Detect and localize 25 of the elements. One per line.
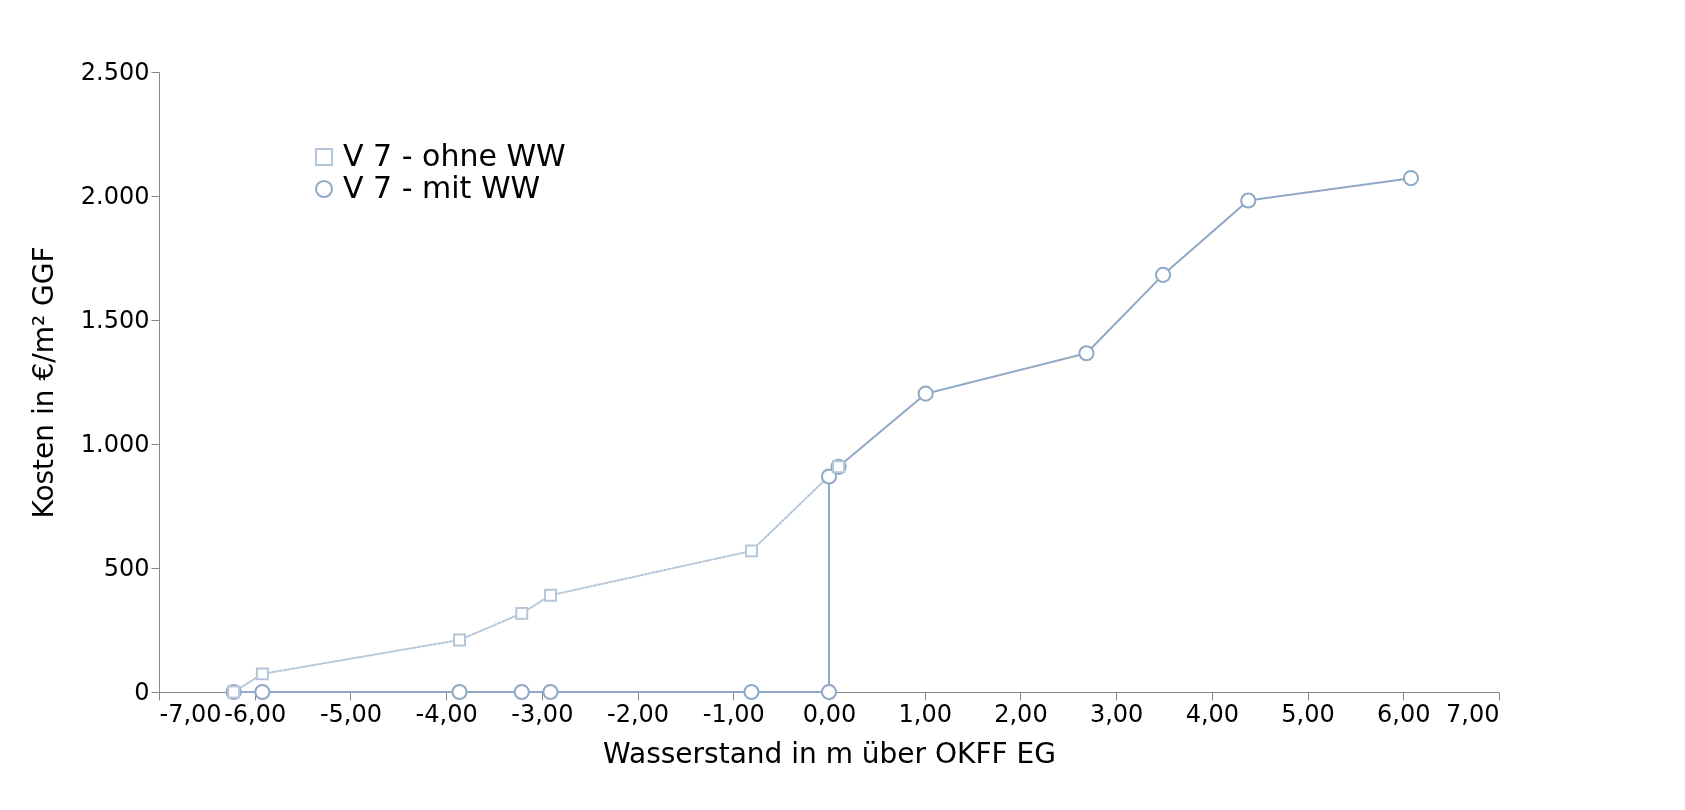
x-tick-label: -1,00 [702,699,765,728]
x-tick-label: -7,00 [159,699,222,728]
y-tick-label: 0 [134,677,150,706]
x-tick-label: -3,00 [511,699,574,728]
y-tick-label: 2.000 [80,181,150,210]
x-tick-label: 7,00 [1446,699,1500,728]
x-tick-label: -4,00 [415,699,478,728]
y-tick-label: 1.500 [80,305,150,334]
y-axis-title: Kosten in €/m² GGF [26,246,60,519]
x-tick-label: 4,00 [1185,699,1240,728]
legend-label: V 7 - ohne WW [343,138,566,173]
y-tick-label: 2.500 [80,57,150,86]
x-tick-label: -6,00 [224,699,287,728]
x-axis-title: Wasserstand in m über OKFF EG [603,736,1056,770]
x-tick-label: -2,00 [607,699,670,728]
x-tick-label: 0,00 [802,699,857,728]
x-tick-label: 1,00 [898,699,952,728]
x-tick-label: 5,00 [1281,699,1335,728]
y-tick-label: 500 [103,553,150,582]
y-tick-label: 1.000 [80,429,150,458]
x-tick-label: 2,00 [994,699,1048,728]
x-tick-label: 3,00 [1089,699,1144,728]
x-tick-label: 6,00 [1377,699,1431,728]
legend-label: V 7 - mit WW [343,170,541,205]
x-tick-label: -5,00 [319,699,382,728]
